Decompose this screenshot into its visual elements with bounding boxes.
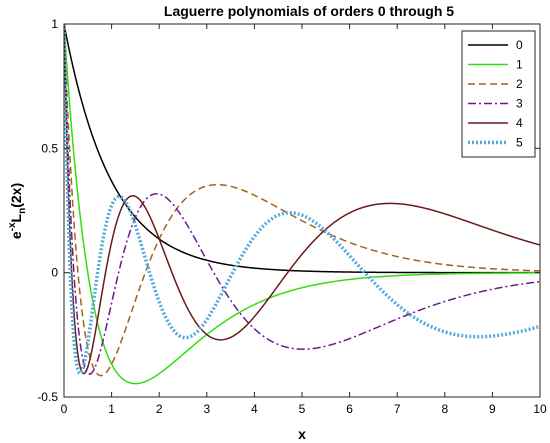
y-axis-label-e: e — [8, 231, 24, 239]
y-axis-label-exponent: -x — [7, 222, 18, 231]
x-tick-label: 6 — [346, 402, 353, 416]
series-line-order-2 — [64, 24, 540, 377]
legend-label-order-2: 2 — [516, 77, 523, 91]
series-line-order-0 — [64, 24, 540, 274]
y-tick-label: -0.5 — [37, 390, 58, 404]
legend-label-order-5: 5 — [516, 136, 523, 150]
y-axis-label-L: L — [8, 213, 24, 222]
series-line-order-4 — [64, 24, 540, 375]
legend-label-order-0: 0 — [516, 38, 523, 52]
x-tick-label: 8 — [441, 402, 448, 416]
legend-label-order-1: 1 — [516, 58, 523, 72]
y-tick-label: 0.5 — [41, 141, 58, 155]
y-axis-label-argument: (2x) — [8, 183, 24, 208]
y-axis-label: e-xLn(2x) — [7, 183, 28, 239]
x-tick-label: 9 — [489, 402, 496, 416]
legend-box — [461, 30, 536, 158]
series-line-order-1 — [64, 24, 540, 385]
series-line-order-3 — [64, 24, 540, 375]
y-tick-label: 1 — [51, 17, 58, 31]
x-tick-label: 2 — [156, 402, 163, 416]
legend-label-order-4: 4 — [516, 116, 523, 130]
series-line-order-5 — [64, 24, 540, 376]
plot-area — [64, 24, 540, 385]
x-tick-label: 1 — [108, 402, 115, 416]
y-tick-label: 0 — [51, 266, 58, 280]
x-tick-label: 3 — [203, 402, 210, 416]
tick-marks: 0 1 2 3 4 5 6 7 8 9 10-0.500.51 — [37, 17, 547, 416]
x-tick-label: 7 — [394, 402, 401, 416]
x-tick-label: 10 — [533, 402, 547, 416]
x-tick-label: 4 — [251, 402, 258, 416]
y-axis-label-subscript: n — [17, 208, 28, 214]
x-tick-label: 0 — [61, 402, 68, 416]
legend: 0 1 2 3 4 5 — [461, 30, 536, 158]
x-tick-label: 5 — [299, 402, 306, 416]
chart-title: Laguerre polynomials of orders 0 through… — [164, 3, 454, 19]
legend-label-order-3: 3 — [516, 97, 523, 111]
x-axis-label: x — [298, 426, 306, 442]
